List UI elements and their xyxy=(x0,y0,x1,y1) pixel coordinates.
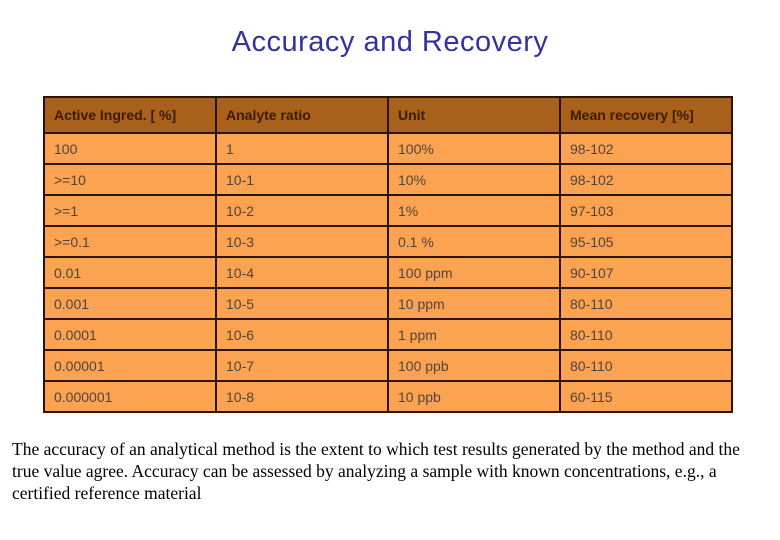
table-cell: 0.001 xyxy=(43,287,217,320)
accuracy-description-text: The accuracy of an analytical method is … xyxy=(12,439,740,503)
table-cell: 10-4 xyxy=(215,256,389,289)
table-cell: >=10 xyxy=(43,163,217,196)
table-row: 0.0001 10-6 1 ppm 80-110 xyxy=(43,318,733,351)
table-cell: 10-8 xyxy=(215,380,389,413)
page-title: Accuracy and Recovery xyxy=(231,26,549,58)
column-header: Analyte ratio xyxy=(215,96,389,134)
table-row: >=10 10-1 10% 98-102 xyxy=(43,163,733,196)
column-header: Unit xyxy=(387,96,561,134)
table-cell: 0.00001 xyxy=(43,349,217,382)
table-cell: 10-6 xyxy=(215,318,389,351)
table-cell: 0.000001 xyxy=(43,380,217,413)
table-row: 0.00001 10-7 100 ppb 80-110 xyxy=(43,349,733,382)
table-cell: 10-1 xyxy=(215,163,389,196)
table-body: 100 1 100% 98-102 >=10 10-1 10% 98-102 >=1 10-2 1%… xyxy=(43,132,733,413)
table-cell: 10-3 xyxy=(215,225,389,258)
table-row: 0.001 10-5 10 ppm 80-110 xyxy=(43,287,733,320)
column-header: Active Ingred. [ %] xyxy=(43,96,217,134)
table-cell: 10-7 xyxy=(215,349,389,382)
table-cell: 100 ppm xyxy=(387,256,561,289)
table-row: >=0.1 10-3 0.1 % 95-105 xyxy=(43,225,733,258)
table-row: 100 1 100% 98-102 xyxy=(43,132,733,165)
table-cell: 10-5 xyxy=(215,287,389,320)
table-row: 0.000001 10-8 10 ppb 60-115 xyxy=(43,380,733,413)
accuracy-recovery-table: Active Ingred. [ %] Analyte ratio Unit Mean… xyxy=(43,96,733,413)
table-cell: 10 ppm xyxy=(387,287,561,320)
table-row: >=1 10-2 1% 97-103 xyxy=(43,194,733,227)
column-header: Mean recovery [%] xyxy=(559,96,733,134)
table-cell: 0.01 xyxy=(43,256,217,289)
table-cell: 95-105 xyxy=(559,225,733,258)
table-cell: 100 xyxy=(43,132,217,165)
table-cell: 80-110 xyxy=(559,349,733,382)
table-cell: 98-102 xyxy=(559,132,733,165)
table-cell: 10% xyxy=(387,163,561,196)
table-cell: 100 ppb xyxy=(387,349,561,382)
table-cell: 100% xyxy=(387,132,561,165)
table-header-row: Active Ingred. [ %] Analyte ratio Unit Mean… xyxy=(43,96,733,134)
table-cell: 1% xyxy=(387,194,561,227)
table-row: 0.01 10-4 100 ppm 90-107 xyxy=(43,256,733,289)
table-cell: 1 xyxy=(215,132,389,165)
table-cell: 60-115 xyxy=(559,380,733,413)
table-cell: 10-2 xyxy=(215,194,389,227)
table-cell: 90-107 xyxy=(559,256,733,289)
table-cell: 98-102 xyxy=(559,163,733,196)
table-cell: 80-110 xyxy=(559,287,733,320)
table-cell: 80-110 xyxy=(559,318,733,351)
table-cell: 0.1 % xyxy=(387,225,561,258)
table-cell: 10 ppb xyxy=(387,380,561,413)
table-cell: 97-103 xyxy=(559,194,733,227)
table-cell: >=1 xyxy=(43,194,217,227)
table-cell: 1 ppm xyxy=(387,318,561,351)
table-cell: 0.0001 xyxy=(43,318,217,351)
table-cell: >=0.1 xyxy=(43,225,217,258)
